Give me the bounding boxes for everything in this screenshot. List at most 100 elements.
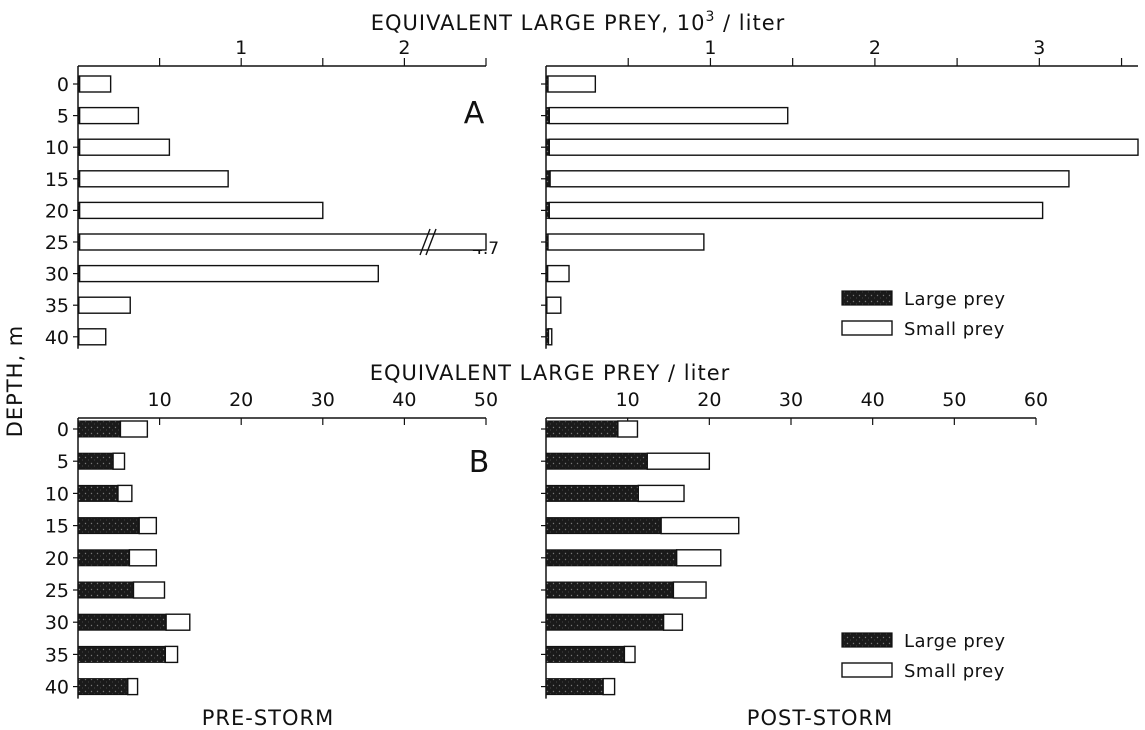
legend-b-large-swatch bbox=[841, 632, 893, 648]
legend-a-small-label: Small prey bbox=[904, 319, 1005, 340]
b-post-bar-small-depth-20 bbox=[675, 549, 722, 567]
a-pre-depth-label: 25 bbox=[45, 232, 69, 254]
a-pre-depth-label: 10 bbox=[45, 137, 69, 159]
b-pre-depth-label: 15 bbox=[45, 516, 69, 538]
a-post-bar-small-depth-25 bbox=[547, 233, 705, 251]
b-post-bar-large-depth-40 bbox=[545, 678, 604, 696]
b-pre-bar-large-depth-15 bbox=[77, 517, 140, 535]
b-pre-bar-large-depth-20 bbox=[77, 549, 130, 567]
b-pre-bar-large-depth-30 bbox=[77, 613, 167, 631]
b-post-bar-large-depth-20 bbox=[545, 549, 678, 567]
legend-b: Large prey Small prey bbox=[841, 631, 1006, 682]
panel-b-post-storm: 10 20 30 40 50 60 bbox=[541, 389, 1048, 699]
a-pre-bar-small-depth-10 bbox=[78, 138, 171, 156]
a-post-bar-small-depth-15 bbox=[549, 170, 1070, 188]
b-post-bar-small-depth-5 bbox=[646, 452, 711, 470]
legend-a-large-swatch bbox=[841, 290, 893, 306]
a-pre-depth-label: 20 bbox=[45, 200, 69, 222]
a-pre-depth-label: 0 bbox=[57, 74, 69, 96]
a-pre-bar-small-depth-40 bbox=[78, 328, 107, 346]
b-pre-bar-small-depth-15 bbox=[138, 516, 158, 535]
b-post-bar-small-depth-40 bbox=[602, 677, 616, 696]
a-pre-bar-small-depth-30 bbox=[78, 264, 379, 283]
legend-a-large-label: Large prey bbox=[904, 289, 1006, 310]
a-pre-bar-small-depth-25 bbox=[78, 233, 487, 251]
a-pre-tick-label: 1 bbox=[235, 37, 247, 59]
a-pre-break-mark bbox=[425, 228, 437, 256]
b-pre-bar-large-depth-0 bbox=[77, 420, 121, 438]
b-post-bar-large-depth-0 bbox=[545, 420, 619, 438]
a-post-bar-small-depth-35 bbox=[546, 296, 562, 314]
b-pre-bar-small-depth-0 bbox=[119, 420, 149, 438]
a-post-tick-label: 1 bbox=[704, 37, 716, 59]
b-post-bar-large-depth-35 bbox=[545, 645, 625, 663]
b-pre-tick-label: 40 bbox=[392, 389, 416, 411]
b-pre-depth-label: 0 bbox=[57, 419, 69, 441]
b-pre-depth-label: 20 bbox=[45, 548, 69, 570]
b-post-bar-large-depth-5 bbox=[545, 452, 648, 470]
pre-storm-label: PRE-STORM bbox=[202, 706, 335, 730]
b-pre-bar-small-depth-10 bbox=[117, 484, 133, 503]
b-pre-bar-small-depth-5 bbox=[112, 452, 126, 470]
bottom-axis-title: EQUIVALENT LARGE PREY / liter bbox=[370, 361, 731, 385]
post-storm-label: POST-STORM bbox=[747, 706, 893, 730]
b-pre-depth-label: 35 bbox=[45, 644, 69, 666]
b-pre-bar-small-depth-40 bbox=[127, 677, 139, 696]
b-pre-bar-small-depth-35 bbox=[164, 645, 179, 664]
a-post-bar-small-depth-40 bbox=[547, 328, 553, 346]
legend-b-small-label: Small prey bbox=[904, 661, 1005, 682]
b-post-bar-large-depth-15 bbox=[545, 517, 662, 535]
b-post-bar-small-depth-0 bbox=[617, 420, 639, 438]
a-pre-bar-small-depth-35 bbox=[78, 296, 131, 314]
a-post-bar-small-depth-5 bbox=[548, 106, 789, 125]
b-post-bar-small-depth-15 bbox=[660, 516, 740, 535]
a-post-tick-label: 3 bbox=[1033, 37, 1045, 59]
top-axis-title: EQUIVALENT LARGE PREY, 103 / liter bbox=[371, 9, 786, 35]
panel-a-letter: A bbox=[464, 96, 485, 131]
b-post-tick-label: 60 bbox=[1024, 389, 1048, 411]
b-pre-depth-label: 40 bbox=[45, 677, 69, 699]
a-pre-bar-small-depth-5 bbox=[78, 106, 140, 125]
b-pre-bar-small-depth-30 bbox=[165, 613, 191, 631]
panel-b-letter: B bbox=[469, 445, 490, 480]
b-post-tick-label: 20 bbox=[697, 389, 721, 411]
b-post-bar-large-depth-25 bbox=[545, 581, 674, 599]
a-pre-break-mark bbox=[419, 228, 431, 256]
a-pre-depth-label: 30 bbox=[45, 264, 69, 286]
a-post-tick-label: 2 bbox=[869, 37, 881, 59]
b-pre-tick-label: 20 bbox=[229, 389, 253, 411]
a-pre-depth-label: 15 bbox=[45, 169, 69, 191]
b-post-bar-large-depth-30 bbox=[545, 613, 665, 631]
b-post-bar-large-depth-10 bbox=[545, 484, 639, 502]
a-post-bar-small-depth-0 bbox=[547, 75, 597, 93]
b-pre-tick-label: 10 bbox=[148, 389, 172, 411]
a-pre-depth-label: 40 bbox=[45, 327, 69, 349]
b-pre-tick-label: 30 bbox=[311, 389, 335, 411]
a-post-bar-small-depth-30 bbox=[546, 264, 570, 283]
b-pre-depth-label: 10 bbox=[45, 483, 69, 505]
b-post-tick-label: 30 bbox=[779, 389, 803, 411]
a-post-bar-small-depth-20 bbox=[548, 201, 1044, 220]
b-post-tick-label: 10 bbox=[616, 389, 640, 411]
b-pre-bar-large-depth-35 bbox=[77, 645, 166, 663]
b-pre-depth-label: 5 bbox=[57, 451, 69, 473]
a-pre-bar-small-depth-0 bbox=[78, 75, 112, 93]
panel-b-pre-storm: 10 20 30 40 50 0 5 10 15 20 25 30 35 40 bbox=[45, 389, 498, 699]
b-post-tick-label: 50 bbox=[942, 389, 966, 411]
legend-a: Large prey Small prey bbox=[841, 289, 1006, 340]
legend-b-large-label: Large prey bbox=[904, 631, 1006, 652]
panel-a-post-storm: 1 2 3 bbox=[541, 37, 1139, 349]
b-post-tick-label: 40 bbox=[861, 389, 885, 411]
b-post-bar-small-depth-30 bbox=[662, 613, 684, 631]
a-post-bar-small-depth-10 bbox=[548, 138, 1139, 156]
b-pre-depth-label: 25 bbox=[45, 580, 69, 602]
b-pre-tick-label: 50 bbox=[474, 389, 498, 411]
b-post-bar-small-depth-25 bbox=[672, 581, 707, 599]
legend-b-small-swatch bbox=[841, 662, 893, 678]
b-pre-bar-large-depth-25 bbox=[77, 581, 134, 599]
b-pre-bar-large-depth-40 bbox=[77, 678, 129, 696]
y-axis-title: DEPTH, m bbox=[3, 325, 27, 438]
legend-a-small-swatch bbox=[841, 320, 893, 336]
